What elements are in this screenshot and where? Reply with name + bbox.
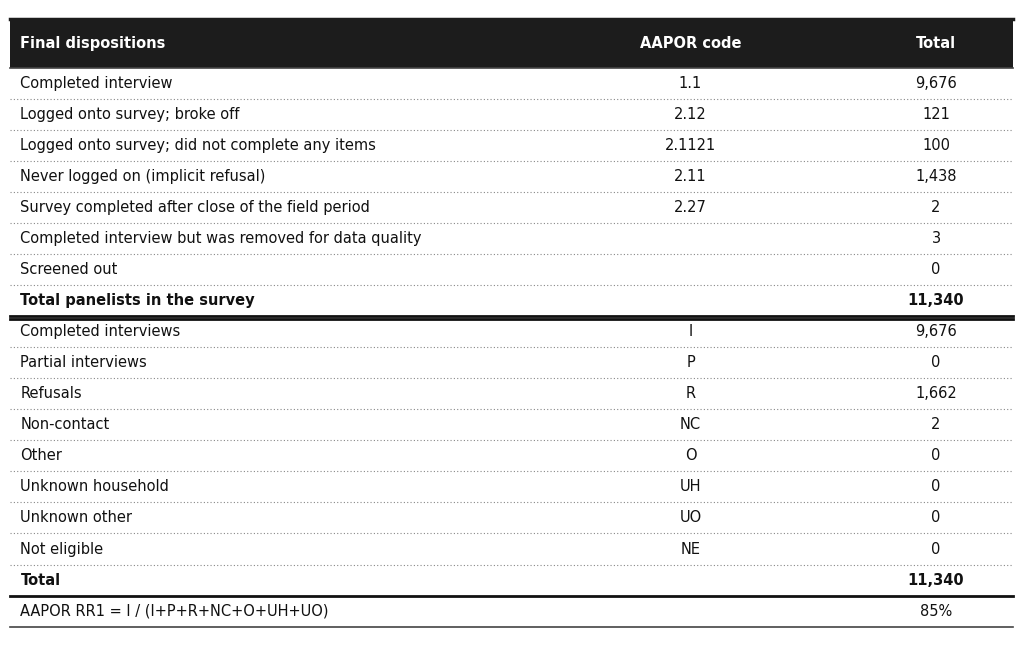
Text: Never logged on (implicit refusal): Never logged on (implicit refusal) bbox=[20, 169, 266, 184]
Text: Refusals: Refusals bbox=[20, 386, 82, 401]
Text: Completed interview: Completed interview bbox=[20, 76, 173, 91]
Text: Logged onto survey; broke off: Logged onto survey; broke off bbox=[20, 107, 239, 122]
Text: Completed interview but was removed for data quality: Completed interview but was removed for … bbox=[20, 231, 421, 246]
Text: 0: 0 bbox=[931, 262, 941, 277]
Text: 1,438: 1,438 bbox=[916, 169, 957, 184]
Text: 0: 0 bbox=[931, 479, 941, 494]
Text: NC: NC bbox=[680, 417, 701, 432]
Text: I: I bbox=[688, 324, 693, 339]
Text: R: R bbox=[685, 386, 696, 401]
Text: Partial interviews: Partial interviews bbox=[20, 355, 147, 370]
Bar bbox=[10, 19, 1013, 68]
Text: 2.11: 2.11 bbox=[674, 169, 707, 184]
Text: NE: NE bbox=[680, 541, 701, 556]
Text: 0: 0 bbox=[931, 510, 941, 525]
Text: 3: 3 bbox=[932, 231, 940, 246]
Text: UO: UO bbox=[679, 510, 702, 525]
Text: O: O bbox=[684, 448, 697, 463]
Text: 2.1121: 2.1121 bbox=[665, 138, 716, 153]
Text: 9,676: 9,676 bbox=[916, 324, 957, 339]
Text: P: P bbox=[686, 355, 695, 370]
Text: 0: 0 bbox=[931, 541, 941, 556]
Text: 0: 0 bbox=[931, 448, 941, 463]
Text: Final dispositions: Final dispositions bbox=[20, 36, 166, 51]
Text: 2: 2 bbox=[931, 200, 941, 215]
Text: UH: UH bbox=[679, 479, 702, 494]
Text: Total: Total bbox=[20, 572, 60, 588]
Text: 2: 2 bbox=[931, 417, 941, 432]
Text: Total panelists in the survey: Total panelists in the survey bbox=[20, 293, 255, 308]
Text: Non-contact: Non-contact bbox=[20, 417, 109, 432]
Text: 0: 0 bbox=[931, 355, 941, 370]
Text: 11,340: 11,340 bbox=[907, 572, 965, 588]
Text: 100: 100 bbox=[922, 138, 950, 153]
Text: 1,662: 1,662 bbox=[916, 386, 957, 401]
Text: Not eligible: Not eligible bbox=[20, 541, 103, 556]
Text: 121: 121 bbox=[922, 107, 950, 122]
Text: Completed interviews: Completed interviews bbox=[20, 324, 181, 339]
Text: AAPOR RR1 = I / (I+P+R+NC+O+UH+UO): AAPOR RR1 = I / (I+P+R+NC+O+UH+UO) bbox=[20, 603, 329, 619]
Text: Total: Total bbox=[916, 36, 957, 51]
Text: Other: Other bbox=[20, 448, 62, 463]
Text: Unknown other: Unknown other bbox=[20, 510, 132, 525]
Text: Unknown household: Unknown household bbox=[20, 479, 170, 494]
Text: AAPOR code: AAPOR code bbox=[639, 36, 742, 51]
Text: Screened out: Screened out bbox=[20, 262, 118, 277]
Text: Logged onto survey; did not complete any items: Logged onto survey; did not complete any… bbox=[20, 138, 376, 153]
Text: 9,676: 9,676 bbox=[916, 76, 957, 91]
Text: 2.27: 2.27 bbox=[674, 200, 707, 215]
Text: 1.1: 1.1 bbox=[679, 76, 702, 91]
Text: Survey completed after close of the field period: Survey completed after close of the fiel… bbox=[20, 200, 370, 215]
Text: 85%: 85% bbox=[920, 603, 952, 619]
Text: 2.12: 2.12 bbox=[674, 107, 707, 122]
Text: 11,340: 11,340 bbox=[907, 293, 965, 308]
